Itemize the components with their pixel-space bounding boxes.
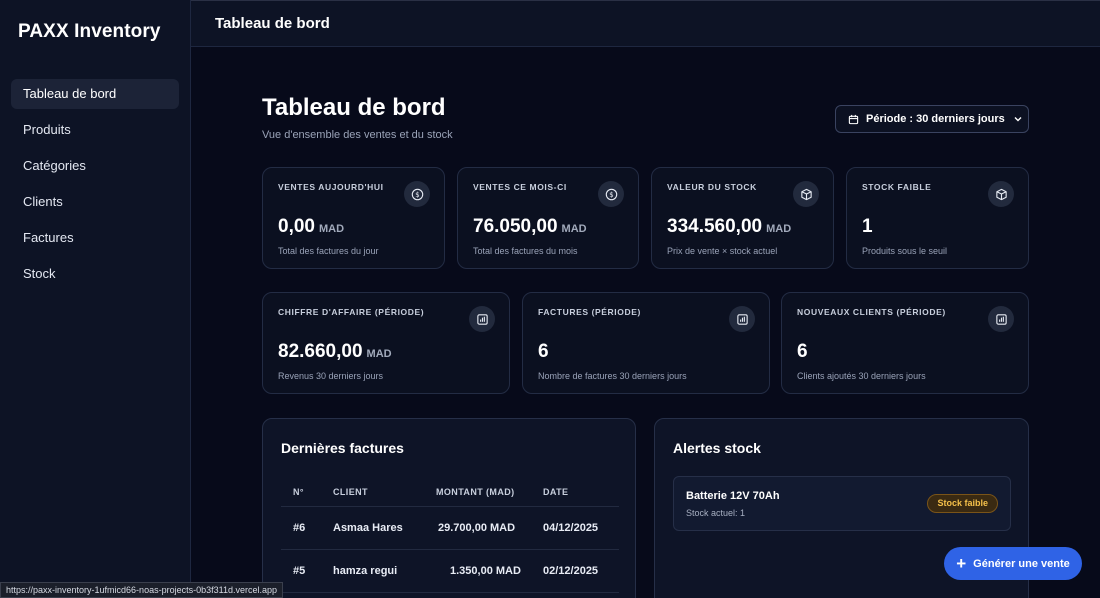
bar-chart-icon (469, 306, 495, 332)
stat-description: Produits sous le seuil (862, 246, 948, 256)
stat-description: Clients ajoutés 30 derniers jours (797, 371, 926, 381)
stat-value: 6 (797, 341, 808, 362)
invoice-amount: 29.700,00 MAD (438, 522, 516, 534)
period-select-button[interactable]: Période : 30 derniers jours (835, 105, 1029, 133)
page-title: Tableau de bord (262, 94, 446, 121)
chevron-down-icon (1013, 114, 1023, 124)
stat-label: VALEUR DU STOCK (667, 182, 757, 192)
stat-label: VENTES CE MOIS-CI (473, 182, 567, 192)
stat-label: FACTURES (PÉRIODE) (538, 307, 641, 317)
stat-card-sales-today: VENTES AUJOURD'HUI $ 0,00 MAD Total des f… (262, 167, 445, 269)
invoice-client: hamza regui (333, 565, 398, 577)
bar-chart-icon (729, 306, 755, 332)
invoice-client: Asmaa Hares (333, 522, 403, 534)
stat-value: 1 (862, 216, 873, 237)
stat-value: 6 (538, 341, 549, 362)
stat-description: Prix de vente × stock actuel (667, 246, 778, 256)
col-header-amount: MONTANT (MAD) (436, 487, 515, 497)
stat-card-new-clients-period: NOUVEAUX CLIENTS (PÉRIODE) 6 Clients ajo… (781, 292, 1029, 394)
col-header-number: N° (293, 487, 304, 497)
stat-label: NOUVEAUX CLIENTS (PÉRIODE) (797, 307, 946, 317)
generate-sale-button[interactable]: + Générer une vente (944, 547, 1082, 580)
invoice-number: #6 (293, 522, 306, 534)
stat-value: 76.050,00 MAD (473, 216, 587, 237)
invoice-date: 04/12/2025 (543, 522, 599, 534)
status-bar-url: https://paxx-inventory-1ufmicd66-noas-pr… (0, 582, 283, 598)
sidebar-item-categories[interactable]: Catégories (23, 158, 86, 173)
stat-description: Nombre de factures 30 derniers jours (538, 371, 687, 381)
invoice-amount: 1.350,00 MAD (450, 565, 521, 577)
col-header-client: CLIENT (333, 487, 368, 497)
dollar-circle-icon: $ (598, 181, 624, 207)
latest-invoices-title: Dernières factures (281, 440, 404, 456)
sidebar-item-invoices[interactable]: Factures (23, 230, 74, 245)
stat-value: 334.560,00 MAD (667, 216, 792, 237)
stat-card-invoices-period: FACTURES (PÉRIODE) 6 Nombre de factures … (522, 292, 770, 394)
table-divider (281, 506, 619, 507)
stat-description: Total des factures du mois (473, 246, 578, 256)
col-header-date: DATE (543, 487, 569, 497)
stock-alert-item[interactable]: Batterie 12V 70Ah Stock actuel: 1 Stock … (673, 476, 1011, 531)
calendar-icon (848, 114, 859, 125)
stat-card-sales-month: VENTES CE MOIS-CI $ 76.050,00 MAD Total d… (457, 167, 639, 269)
latest-invoices-panel: Dernières factures N° CLIENT MONTANT (MA… (262, 418, 636, 598)
invoice-date: 02/12/2025 (543, 565, 599, 577)
table-divider (281, 592, 619, 593)
stock-alerts-title: Alertes stock (673, 440, 761, 456)
period-label: Période : 30 derniers jours (866, 113, 1005, 125)
svg-text:$: $ (415, 190, 419, 198)
stat-card-revenue-period: CHIFFRE D'AFFAIRE (PÉRIODE) 82.660,00 MAD… (262, 292, 510, 394)
dollar-circle-icon: $ (404, 181, 430, 207)
sidebar-item-clients[interactable]: Clients (23, 194, 63, 209)
box-icon (793, 181, 819, 207)
invoice-number: #5 (293, 565, 306, 577)
stat-card-low-stock: STOCK FAIBLE 1 Produits sous le seuil (846, 167, 1029, 269)
stat-description: Total des factures du jour (278, 246, 379, 256)
sidebar: PAXX Inventory Tableau de bord Produits … (0, 0, 191, 598)
sidebar-item-products[interactable]: Produits (23, 122, 71, 137)
plus-icon: + (956, 554, 967, 573)
page-subtitle: Vue d'ensemble des ventes et du stock (262, 129, 453, 141)
alert-current-stock: Stock actuel: 1 (686, 508, 746, 518)
brand-logo[interactable]: PAXX Inventory (18, 21, 161, 42)
sidebar-item-dashboard[interactable]: Tableau de bord (11, 79, 179, 109)
topbar-title: Tableau de bord (215, 15, 330, 32)
table-divider (281, 549, 619, 550)
bar-chart-icon (988, 306, 1014, 332)
low-stock-badge: Stock faible (927, 494, 998, 513)
stat-value: 82.660,00 MAD (278, 341, 392, 362)
stat-card-stock-value: VALEUR DU STOCK 334.560,00 MAD Prix de ve… (651, 167, 834, 269)
topbar: Tableau de bord (191, 0, 1100, 47)
stat-value: 0,00 MAD (278, 216, 345, 237)
svg-text:$: $ (609, 190, 613, 198)
box-icon (988, 181, 1014, 207)
sidebar-nav: Tableau de bord Produits Catégories Clie… (11, 79, 179, 295)
stat-description: Revenus 30 derniers jours (278, 371, 384, 381)
stat-label: VENTES AUJOURD'HUI (278, 182, 384, 192)
alert-product-name: Batterie 12V 70Ah (686, 490, 780, 502)
stat-label: CHIFFRE D'AFFAIRE (PÉRIODE) (278, 307, 425, 317)
stat-label: STOCK FAIBLE (862, 182, 932, 192)
generate-sale-label: Générer une vente (973, 557, 1070, 570)
sidebar-item-stock[interactable]: Stock (23, 266, 56, 281)
